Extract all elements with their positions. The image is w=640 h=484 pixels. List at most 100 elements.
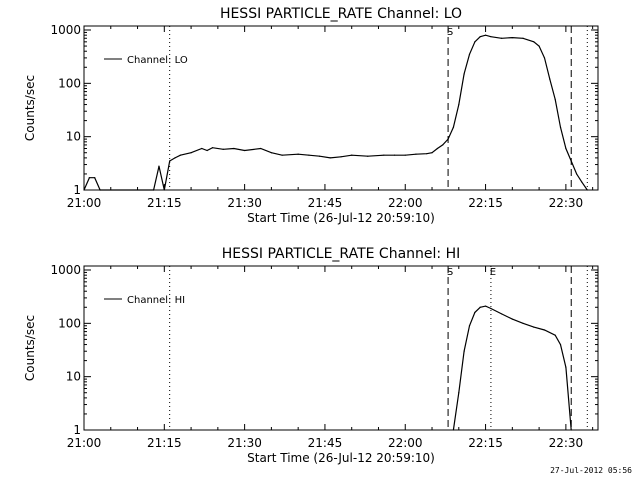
x-tick-label: 22:00 (388, 436, 423, 450)
data-point (260, 147, 262, 150)
data-point (484, 34, 487, 36)
data-point (463, 350, 465, 352)
data-point (533, 326, 535, 328)
data-point (158, 165, 160, 167)
x-tick-label: 22:15 (468, 196, 503, 210)
x-tick-label: 21:15 (147, 436, 182, 450)
time-marker-label: E (490, 267, 496, 278)
data-point (153, 189, 155, 191)
data-point (99, 189, 101, 191)
data-point (570, 429, 572, 431)
data-point (367, 155, 369, 157)
x-tick-label: 21:00 (67, 436, 102, 450)
data-point (351, 154, 353, 156)
data-point (522, 322, 524, 324)
data-point (190, 152, 192, 154)
data-point (533, 41, 535, 43)
data-point (458, 392, 460, 394)
y-axis-label: Counts/sec (23, 315, 37, 381)
x-tick-label: 21:30 (227, 436, 262, 450)
data-point (318, 155, 321, 157)
footer-timestamp: 27-Jul-2012 05:56 (550, 466, 632, 475)
data-point (501, 313, 503, 315)
data-point (442, 144, 444, 146)
data-point (233, 147, 235, 150)
series-line (83, 34, 588, 191)
data-point (559, 126, 562, 128)
x-tick-label: 21:45 (308, 436, 343, 450)
data-point (329, 157, 331, 159)
plot-frame (83, 265, 599, 431)
y-axis-label: Counts/sec (23, 75, 37, 141)
data-point (468, 325, 471, 327)
data-point (538, 45, 540, 47)
data-point (415, 153, 417, 155)
chart-title: HESSI PARTICLE_RATE Channel: HI (222, 246, 460, 262)
data-point (490, 307, 492, 310)
chart-title: HESSI PARTICLE_RATE Channel: LO (220, 6, 462, 22)
y-tick-label: 100 (58, 76, 81, 90)
data-point (474, 311, 476, 314)
x-tick-label: 22:30 (549, 196, 584, 210)
data-point (206, 149, 208, 152)
data-point (340, 156, 342, 158)
y-tick-label: 1000 (50, 23, 81, 37)
data-point (559, 343, 562, 346)
data-point (222, 148, 224, 150)
data-point (554, 98, 556, 100)
data-point (83, 189, 85, 191)
data-point (479, 36, 481, 38)
data-point (447, 138, 449, 140)
data-point (201, 147, 203, 150)
data-point (511, 37, 513, 39)
data-point (554, 334, 556, 336)
data-point (565, 147, 567, 150)
data-point (431, 152, 433, 154)
data-point (463, 73, 465, 75)
x-tick-label: 21:30 (227, 196, 262, 210)
data-point (468, 53, 471, 55)
data-point (490, 36, 492, 38)
y-tick-label: 10 (66, 130, 81, 144)
data-point (522, 37, 524, 39)
data-point (88, 177, 90, 179)
x-tick-label: 21:15 (147, 196, 182, 210)
data-point (543, 329, 546, 331)
x-tick-label: 21:00 (67, 196, 102, 210)
x-axis-label: Start Time (26-Jul-12 20:59:10) (247, 451, 435, 465)
x-tick-label: 21:45 (308, 196, 343, 210)
data-point (543, 57, 546, 59)
data-point (163, 189, 165, 191)
y-tick-label: 1 (73, 183, 81, 197)
data-point (179, 154, 181, 156)
data-point (458, 103, 460, 106)
data-point (501, 37, 503, 39)
data-point (586, 189, 588, 191)
data-point (169, 160, 171, 162)
data-point (308, 154, 310, 156)
data-point (565, 366, 567, 368)
x-tick-label: 22:30 (549, 436, 584, 450)
data-point (281, 154, 283, 156)
y-tick-label: 1000 (50, 263, 81, 277)
series-line (452, 305, 572, 431)
data-point (479, 306, 481, 308)
data-point (549, 78, 551, 80)
data-point (383, 154, 385, 156)
x-tick-label: 22:15 (468, 436, 503, 450)
plot-frame (83, 25, 599, 191)
data-point (452, 429, 455, 431)
data-point (581, 181, 583, 183)
data-point (511, 318, 513, 320)
data-point (211, 147, 214, 149)
chart-panel-1: HESSI PARTICLE_RATE Channel: LO 21:00 21:1… (23, 6, 599, 225)
time-marker-label: S (447, 267, 453, 278)
data-point (94, 177, 96, 179)
data-point (575, 173, 578, 175)
data-point (436, 147, 438, 150)
data-point (484, 305, 487, 307)
data-point (452, 126, 455, 128)
data-point (404, 154, 406, 156)
